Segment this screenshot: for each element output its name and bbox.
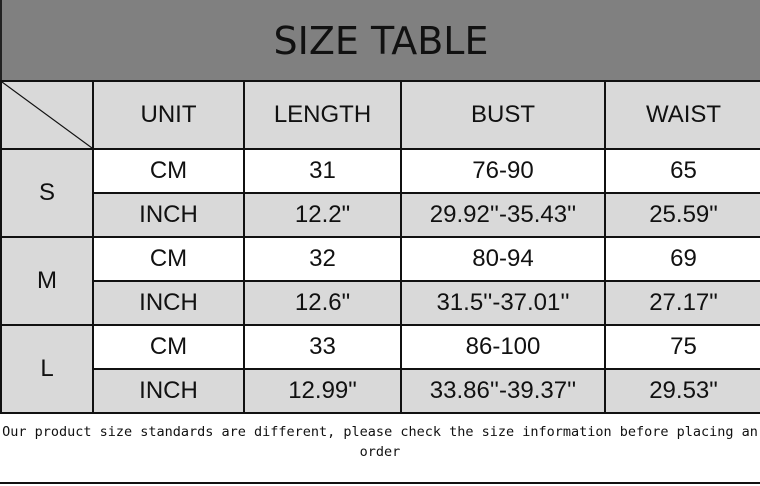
table-row: L CM 33 86-100 75	[0, 324, 760, 414]
unit-cell: CM	[92, 236, 245, 282]
table-title: SIZE TABLE	[0, 0, 760, 81]
size-label: S	[0, 148, 94, 238]
waist-cell: 69	[604, 236, 760, 282]
header-bust: BUST	[400, 80, 606, 150]
length-cell: 32	[243, 236, 402, 282]
length-cell: 12.6"	[243, 280, 402, 326]
size-label: L	[0, 324, 94, 414]
unit-cell: CM	[92, 148, 245, 194]
waist-cell: 29.53"	[604, 368, 760, 414]
bust-cell: 80-94	[400, 236, 606, 282]
waist-cell: 65	[604, 148, 760, 194]
table-row: INCH 12.2" 29.92''-35.43'' 25.59"	[1, 192, 760, 238]
header-length: LENGTH	[243, 80, 402, 150]
waist-cell: 25.59"	[604, 192, 760, 238]
unit-cell: CM	[92, 324, 245, 370]
waist-cell: 27.17"	[604, 280, 760, 326]
header-unit: UNIT	[92, 80, 245, 150]
header-row: UNIT LENGTH BUST WAIST	[0, 80, 760, 150]
table-row: S CM 31 76-90 65	[0, 148, 760, 238]
size-label: M	[0, 236, 94, 326]
length-cell: 12.2"	[243, 192, 402, 238]
length-cell: 12.99"	[243, 368, 402, 414]
length-cell: 31	[243, 148, 402, 194]
unit-cell: INCH	[92, 192, 245, 238]
table-row: M CM 32 80-94 69	[0, 236, 760, 326]
table-row: INCH 12.99" 33.86''-39.37'' 29.53"	[1, 368, 760, 414]
unit-cell: INCH	[92, 368, 245, 414]
waist-cell: 75	[604, 324, 760, 370]
size-note: Our product size standards are different…	[0, 413, 760, 484]
length-cell: 33	[243, 324, 402, 370]
diagonal-corner-cell	[0, 80, 94, 150]
bust-cell: 29.92''-35.43''	[400, 192, 606, 238]
unit-cell: INCH	[92, 280, 245, 326]
bust-cell: 76-90	[400, 148, 606, 194]
bust-cell: 33.86''-39.37''	[400, 368, 606, 414]
bust-cell: 86-100	[400, 324, 606, 370]
table-row: INCH 12.6" 31.5''-37.01'' 27.17"	[1, 280, 760, 326]
bust-cell: 31.5''-37.01''	[400, 280, 606, 326]
size-table: UNIT LENGTH BUST WAIST S CM 31 76-90 65 …	[0, 80, 760, 414]
header-waist: WAIST	[604, 80, 760, 150]
